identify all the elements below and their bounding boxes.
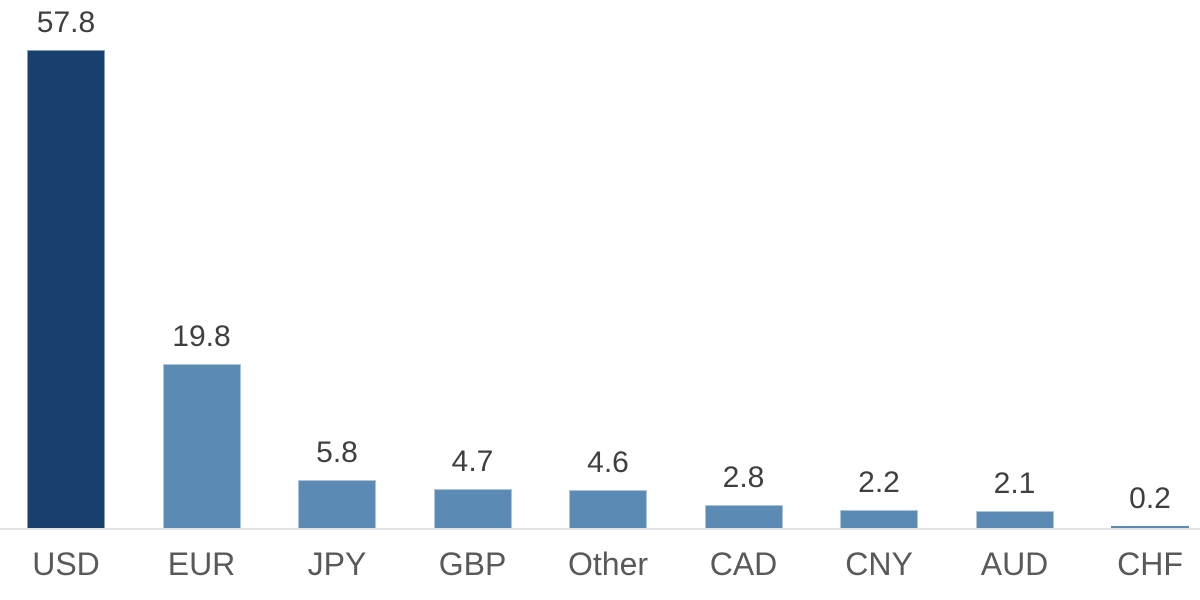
bar-eur <box>162 364 241 528</box>
bar-value-label-chf: 0.2 <box>1129 482 1171 515</box>
x-axis-tick-label-eur: EUR <box>167 546 236 582</box>
bar-jpy <box>298 480 376 528</box>
bar-value-label-eur: 19.8 <box>172 320 231 353</box>
bar-other <box>569 490 647 528</box>
bar-value-label-other: 4.6 <box>587 446 629 479</box>
bar-gbp <box>433 489 512 528</box>
bar-chf <box>1111 526 1189 528</box>
x-axis-line <box>0 528 1200 530</box>
x-axis-tick-label-cny: CNY <box>845 546 913 582</box>
x-axis-tick-label-cad: CAD <box>709 546 778 582</box>
x-axis-tick-label-chf: CHF <box>1117 546 1183 582</box>
bar-value-label-jpy: 5.8 <box>316 436 358 469</box>
bar-value-label-cad: 2.8 <box>722 461 765 494</box>
bar-cad <box>704 505 783 528</box>
bar-value-label-gbp: 4.7 <box>451 445 494 478</box>
x-axis-tick-label-gbp: GBP <box>438 546 507 582</box>
bar-value-label-cny: 2.2 <box>858 466 900 499</box>
bar-value-label-usd: 57.8 <box>36 6 96 39</box>
bar-aud <box>975 511 1054 528</box>
x-axis-tick-label-jpy: JPY <box>307 546 367 582</box>
bar-cny <box>840 510 918 528</box>
x-axis-tick-label-other: Other <box>567 546 649 582</box>
x-axis-tick-label-usd: USD <box>32 546 100 582</box>
bar-value-label-aud: 2.1 <box>993 467 1036 500</box>
bar-usd <box>27 50 105 528</box>
x-axis-tick-label-aud: AUD <box>980 546 1049 582</box>
